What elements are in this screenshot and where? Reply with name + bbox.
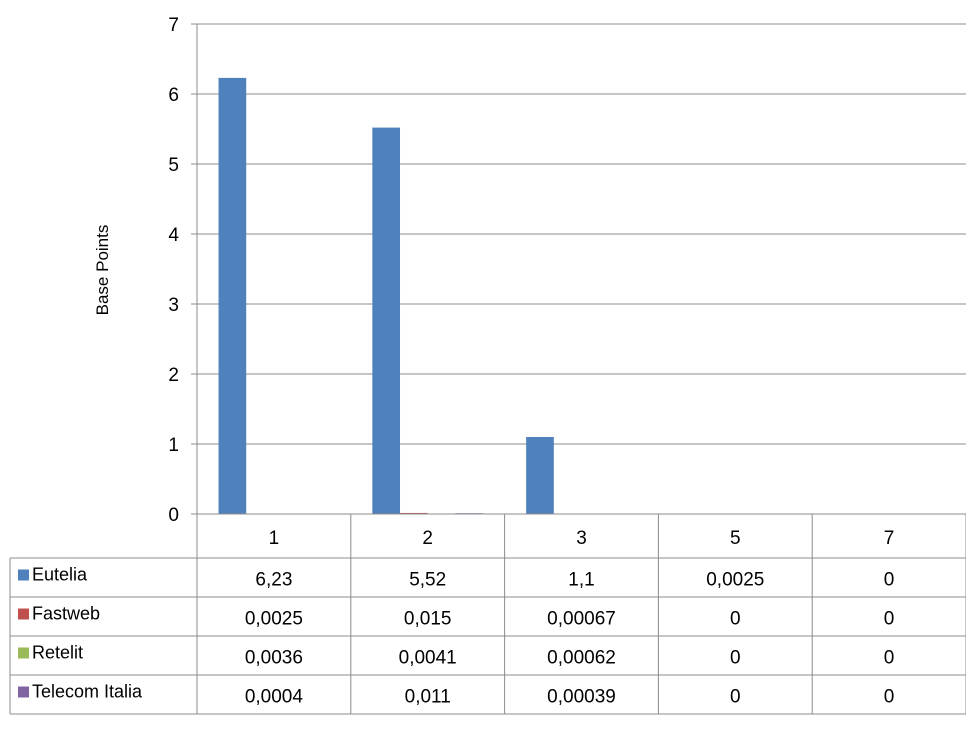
legend-swatch [18,569,29,581]
x-category-label: 7 [884,528,895,549]
legend-swatch [18,608,29,620]
y-tick-label: 1 [168,435,179,456]
data-table-cell: 0 [884,648,895,669]
data-table-cell: 0,00067 [547,609,616,630]
data-table-cell: 5,52 [409,570,446,591]
legend-series-name: Eutelia [32,565,88,585]
data-table-cell: 0,00062 [547,648,616,669]
legend-series-name: Retelit [32,643,83,663]
data-table-cell: 0,0041 [399,648,457,669]
legend-swatch [18,686,29,698]
data-table-cell: 0 [730,687,741,708]
data-table-cell: 0,015 [404,609,452,630]
axes: 0 1 2 3 4 5 6 7 [168,15,198,526]
legend-series-name: Telecom Italia [32,682,143,702]
gridlines [197,23,966,445]
data-table: 1 2 3 5 7 Eutelia 6,23 5,52 1,1 0,0025 0 Fastweb 0,0… [9,513,966,715]
bar-fastweb-2 [400,512,428,514]
data-table-cell: 0 [884,687,895,708]
data-table-cell: 0,00039 [547,687,616,708]
y-tick-label: 3 [168,295,179,316]
data-table-cell: 0,0036 [245,648,303,669]
data-table-cell: 0 [884,609,895,630]
data-table-cell: 1,1 [568,570,594,591]
y-tick-label: 4 [168,225,179,246]
x-category-label: 3 [576,528,587,549]
data-table-cell: 0,0025 [245,609,303,630]
y-tick-label: 0 [168,505,179,526]
data-table-cell: 0,011 [405,687,451,708]
x-category-label: 2 [422,528,433,549]
legend-series-name: Fastweb [32,604,100,624]
data-table-cell: 0 [884,570,895,591]
data-table-cell: 0,0025 [706,570,764,591]
legend-swatch [18,647,29,659]
bar-eutelia-1 [218,77,247,515]
y-tick-label: 7 [168,15,179,36]
x-category-label: 5 [730,528,741,549]
bars [218,77,708,515]
y-axis-label: Base Points [93,225,112,316]
data-table-cell: 0,0004 [245,687,304,708]
y-tick-label: 2 [168,365,179,386]
data-table-cell: 0 [730,648,741,669]
x-category-label: 1 [269,528,280,549]
y-tick-label: 5 [168,155,179,176]
y-tick-label: 6 [168,85,179,106]
bar-eutelia-3 [526,437,554,514]
data-table-cell: 6,23 [255,570,292,591]
data-table-cell: 0 [730,609,741,630]
bar-eutelia-2 [372,127,401,514]
